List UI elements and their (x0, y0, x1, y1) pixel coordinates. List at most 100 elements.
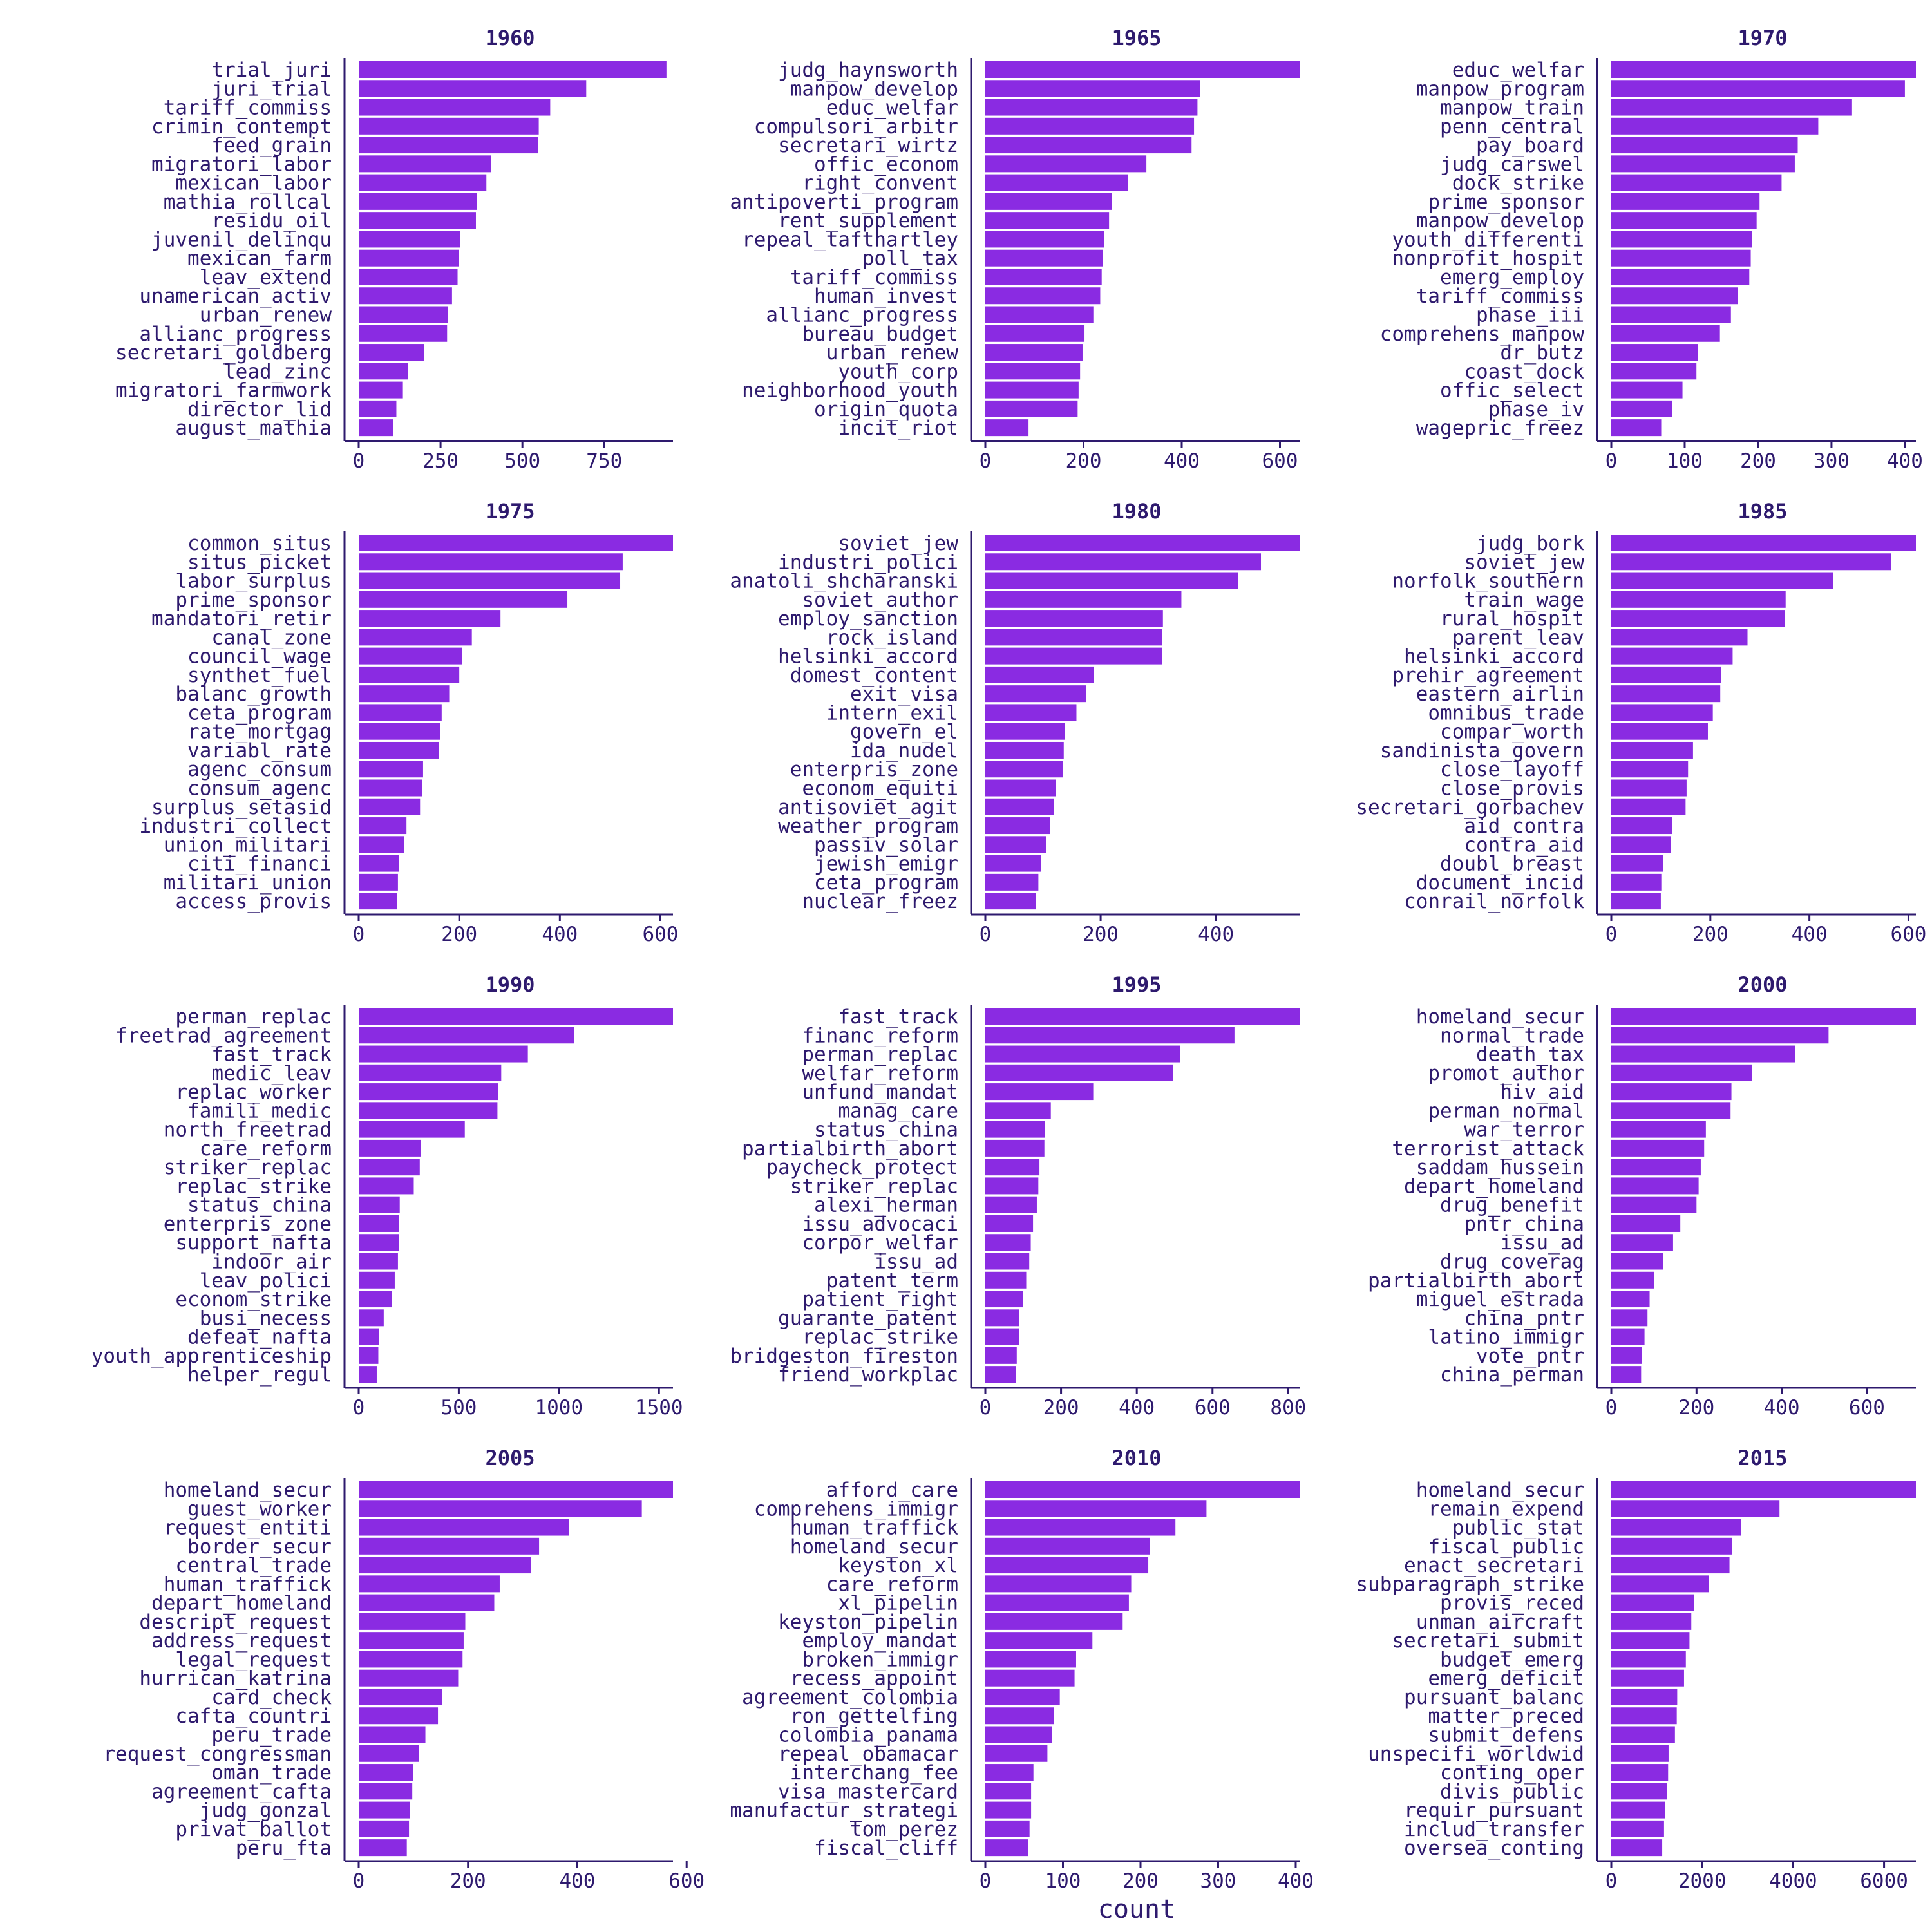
category-label: peru_trade (211, 1724, 332, 1747)
bar (359, 779, 422, 797)
bar (985, 1347, 1017, 1364)
category-label: antipoverti_program (730, 191, 958, 214)
category-label: dock_strike (1452, 172, 1584, 195)
x-tick-label: 0 (353, 1870, 365, 1893)
bar (359, 1102, 498, 1119)
category-label: homeland_secur (164, 1479, 332, 1502)
category-label: antisoviet_agit (778, 796, 958, 819)
category-label: allianc_progress (139, 323, 332, 346)
category-label: access_provis (175, 890, 332, 913)
bar (985, 1537, 1150, 1555)
bar (359, 1291, 392, 1308)
bar (985, 1801, 1032, 1819)
category-label: rate_mortgag (187, 721, 332, 744)
bar (359, 381, 403, 399)
bar (359, 685, 450, 703)
x-tick-label: 200 (1678, 1396, 1714, 1419)
bar (359, 80, 587, 97)
category-label: residu_oil (211, 209, 332, 232)
category-label: manag_care (838, 1099, 958, 1122)
category-label: perman_normal (1428, 1099, 1584, 1122)
x-tick-label: 400 (1792, 923, 1828, 946)
x-tick-label: 600 (642, 923, 678, 946)
bar (985, 61, 1300, 78)
x-tick-label: 0 (1605, 1396, 1618, 1419)
x-tick-label: 600 (1890, 923, 1926, 946)
bar (985, 704, 1077, 721)
category-label: helper_regul (187, 1363, 332, 1387)
category-label: striker_replac (790, 1175, 958, 1198)
category-label: document_incid (1416, 871, 1584, 895)
category-label: enterpris_zone (164, 1213, 332, 1236)
category-label: pntr_china (1464, 1213, 1584, 1236)
category-label: striker_replac (164, 1156, 332, 1179)
category-label: pay_board (1476, 134, 1584, 157)
category-label: wagepric_freez (1416, 417, 1584, 440)
bar (1611, 1764, 1669, 1781)
x-tick-label: 6000 (1860, 1870, 1908, 1893)
category-label: care_reform (200, 1137, 332, 1160)
category-label: homeland_secur (1416, 1479, 1584, 1502)
category-label: xl_pipelin (838, 1592, 958, 1615)
bar (359, 553, 623, 571)
bar (985, 344, 1083, 361)
bar (359, 1234, 399, 1251)
x-tick-label: 400 (559, 1870, 595, 1893)
category-label: colombia_panama (778, 1724, 958, 1747)
bar (1611, 381, 1683, 399)
category-label: judg_bork (1476, 532, 1584, 555)
x-tick-label: 200 (1083, 923, 1119, 946)
category-label: keyston_xl (838, 1554, 958, 1577)
category-label: ida_nudel (850, 739, 958, 762)
bar (359, 1271, 395, 1289)
x-tick-label: 400 (1164, 450, 1200, 473)
bar (1611, 231, 1752, 248)
category-label: welfar_reform (802, 1062, 958, 1085)
bar (1611, 798, 1686, 815)
x-tick-label: 0 (980, 1870, 992, 1893)
category-label: incit_riot (838, 417, 958, 440)
bar (359, 1613, 466, 1630)
category-label: mexican_labor (175, 172, 332, 195)
bar (1611, 1632, 1690, 1649)
bar (985, 1707, 1054, 1725)
x-tick-label: 400 (1198, 923, 1234, 946)
bar (359, 287, 452, 305)
bar (985, 761, 1063, 778)
bar (359, 761, 423, 778)
bar (985, 325, 1085, 342)
category-label: defeat_nafta (187, 1326, 332, 1349)
bar (985, 174, 1128, 191)
bar (1611, 1121, 1706, 1138)
category-label: right_convent (802, 172, 958, 195)
x-tick-label: 250 (422, 450, 459, 473)
category-label: prime_sponsor (175, 589, 332, 612)
category-label: partialbirth_abort (1368, 1269, 1584, 1293)
bar (985, 1064, 1173, 1081)
bar (359, 363, 408, 380)
x-axis-title: count (1098, 1895, 1175, 1924)
bar (359, 344, 424, 361)
bar (985, 1027, 1235, 1044)
category-label: leav_polici (200, 1269, 332, 1293)
bar (985, 306, 1094, 323)
x-tick-label: 100 (1667, 450, 1703, 473)
category-label: care_reform (826, 1573, 958, 1596)
category-label: budget_emerg (1440, 1648, 1584, 1671)
x-tick-label: 400 (1764, 1396, 1800, 1419)
category-label: friend_workplac (778, 1363, 958, 1387)
x-tick-label: 300 (1200, 1870, 1236, 1893)
bar (985, 1215, 1034, 1232)
category-label: human_traffick (790, 1517, 959, 1540)
category-label: fast_track (838, 1005, 958, 1028)
bar (359, 1839, 407, 1857)
bar (985, 723, 1065, 740)
category-label: agenc_consum (187, 758, 332, 781)
bar (359, 1027, 574, 1044)
category-label: broken_immigr (802, 1648, 958, 1671)
category-label: manufactur_strategi (730, 1799, 958, 1823)
bar (359, 629, 472, 646)
category-label: govern_el (850, 721, 958, 744)
bar (359, 1801, 410, 1819)
category-label: request_entiti (164, 1517, 332, 1540)
